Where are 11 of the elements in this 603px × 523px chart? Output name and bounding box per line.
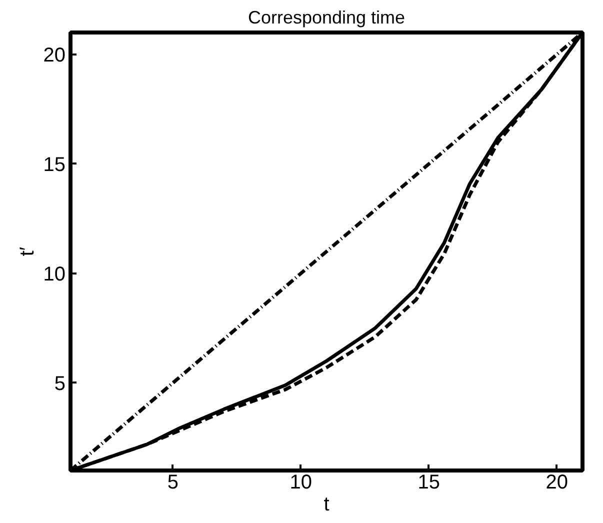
y-tick-label: 15 <box>43 154 66 176</box>
y-axis-title: t′ <box>16 246 38 256</box>
x-tick-label: 5 <box>167 472 178 494</box>
x-axis-title: t <box>324 494 330 516</box>
x-tick-label: 10 <box>290 472 312 494</box>
y-tick-label: 10 <box>43 263 66 286</box>
x-tick-label: 15 <box>418 472 440 494</box>
chart-title: Corresponding time <box>248 8 406 28</box>
y-tick-label: 5 <box>54 372 66 395</box>
y-tick-label: 20 <box>43 44 66 66</box>
x-tick-label: 20 <box>546 472 568 494</box>
